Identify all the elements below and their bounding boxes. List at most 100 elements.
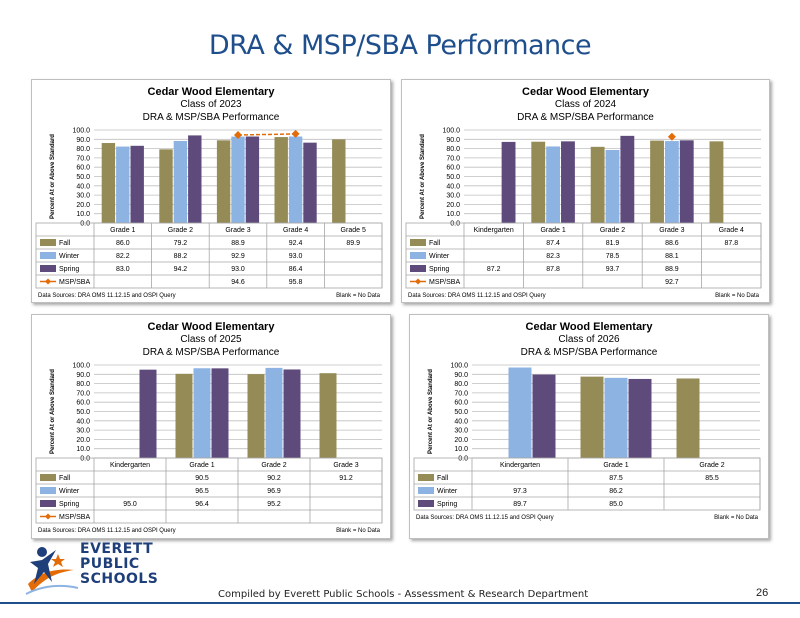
legend-entry: Spring: [59, 266, 79, 273]
data-table-cell: 81.9: [606, 240, 620, 247]
x-category-label: Grade 3: [659, 227, 684, 234]
page-title: DRA & MSP/SBA Performance: [208, 30, 592, 61]
legend-key-spring: [40, 265, 56, 272]
y-tick-label: 0.0: [80, 221, 90, 228]
y-tick-label: 40.0: [454, 418, 468, 425]
y-tick-label: 10.0: [76, 211, 90, 218]
legend-entry: Fall: [59, 475, 71, 482]
y-tick-label: 100.0: [72, 363, 90, 370]
data-table-cell: 88.9: [231, 240, 245, 247]
bar-fall-4: [332, 139, 346, 223]
bar-spring-0: [139, 369, 157, 458]
legend-marker-msp-sba: [415, 278, 421, 285]
y-tick-label: 90.0: [454, 372, 468, 379]
bar-winter-3: [288, 136, 303, 223]
data-table-cell: 85.5: [705, 475, 719, 482]
legend-entry: Fall: [59, 240, 71, 247]
chart-subtitle: DRA & MSP/SBA Performance: [143, 347, 280, 358]
data-table-cell: 94.2: [174, 266, 188, 273]
y-tick-label: 20.0: [446, 202, 460, 209]
data-table-cell: 87.5: [609, 475, 623, 482]
data-source-note: Data Sources: DRA OMS 11.12.15 and OSPI …: [38, 528, 176, 534]
y-axis-label: Percent At or Above Standard: [50, 369, 56, 454]
legend-key-fall: [40, 239, 56, 246]
data-table-cell: 88.2: [174, 253, 188, 260]
y-tick-label: 30.0: [76, 428, 90, 435]
data-table-cell: 79.2: [174, 240, 188, 247]
data-table-cell: 96.9: [267, 488, 281, 495]
y-tick-label: 30.0: [454, 428, 468, 435]
legend-entry: Winter: [59, 253, 80, 260]
blank-no-data-note: Blank = No Data: [336, 528, 381, 534]
y-tick-label: 70.0: [76, 390, 90, 397]
chart-panel-class-2024: Cedar Wood Elementary Class of 2024 DRA & …: [401, 79, 770, 303]
bar-spring-1: [628, 378, 652, 458]
data-table-cell: 82.3: [546, 253, 560, 260]
x-category-label: Grade 1: [110, 227, 135, 234]
legend-entry: Spring: [429, 266, 449, 273]
bar-spring-0: [130, 145, 144, 223]
bar-winter-3: [664, 141, 679, 223]
legend-entry: Winter: [437, 488, 458, 495]
y-tick-label: 90.0: [76, 137, 90, 144]
legend-entry: Winter: [429, 253, 450, 260]
data-table-cell: 95.2: [267, 501, 281, 508]
data-table-cell: 86.2: [609, 488, 623, 495]
data-table-cell: 95.0: [123, 501, 137, 508]
chart-title: Cedar Wood Elementary: [148, 321, 276, 333]
bar-fall-1: [580, 376, 604, 458]
y-tick-label: 10.0: [446, 211, 460, 218]
x-category-label: Kindergarten: [500, 462, 540, 469]
y-axis-label: Percent At or Above Standard: [428, 369, 434, 454]
y-tick-label: 50.0: [446, 174, 460, 181]
data-table-cell: 95.8: [289, 279, 303, 286]
legend-key-spring: [410, 265, 426, 272]
bar-spring-2: [620, 135, 635, 223]
bar-winter-2: [605, 149, 620, 223]
blank-no-data-note: Blank = No Data: [714, 515, 759, 521]
legend-key-winter: [40, 487, 56, 494]
legend-entry: Spring: [59, 501, 79, 508]
bar-fall-2: [676, 378, 700, 458]
bar-winter-1: [193, 368, 211, 458]
y-tick-label: 30.0: [76, 193, 90, 200]
legend-key-fall: [410, 239, 426, 246]
bar-fall-3: [274, 137, 288, 223]
x-category-label: Grade 1: [603, 462, 628, 469]
legend-key-fall: [418, 474, 434, 481]
bar-winter-1: [546, 146, 561, 223]
x-category-label: Grade 1: [540, 227, 565, 234]
bar-spring-1: [188, 135, 202, 223]
chart-subtitle: DRA & MSP/SBA Performance: [521, 347, 658, 358]
bar-winter-1: [173, 140, 188, 223]
bar-fall-1: [175, 373, 193, 458]
y-tick-label: 100.0: [72, 128, 90, 135]
legend-entry: Fall: [429, 240, 441, 247]
logo-text: EVERETT PUBLIC SCHOOLS: [80, 541, 159, 587]
data-source-note: Data Sources: DRA OMS 11.12.15 and OSPI …: [408, 293, 546, 299]
x-category-label: Grade 1: [189, 462, 214, 469]
bar-spring-1: [211, 368, 229, 458]
data-table-cell: 93.7: [606, 266, 620, 273]
bar-fall-4: [709, 141, 724, 223]
y-tick-label: 20.0: [76, 202, 90, 209]
x-category-label: Grade 2: [168, 227, 193, 234]
y-tick-label: 80.0: [76, 146, 90, 153]
bar-winter-0: [508, 367, 532, 458]
bar-fall-3: [650, 140, 664, 223]
legend-entry: Fall: [437, 475, 449, 482]
data-table-cell: 90.2: [267, 475, 281, 482]
bar-winter-1: [604, 377, 628, 458]
y-tick-label: 80.0: [76, 381, 90, 388]
y-tick-label: 20.0: [454, 437, 468, 444]
page-number: 26: [756, 587, 769, 599]
data-table-cell: 96.5: [195, 488, 209, 495]
y-tick-label: 100.0: [450, 363, 468, 370]
bar-fall-1: [531, 141, 546, 223]
x-category-label: Grade 4: [283, 227, 308, 234]
data-table-cell: 93.0: [289, 253, 303, 260]
data-table-cell: 87.2: [487, 266, 501, 273]
